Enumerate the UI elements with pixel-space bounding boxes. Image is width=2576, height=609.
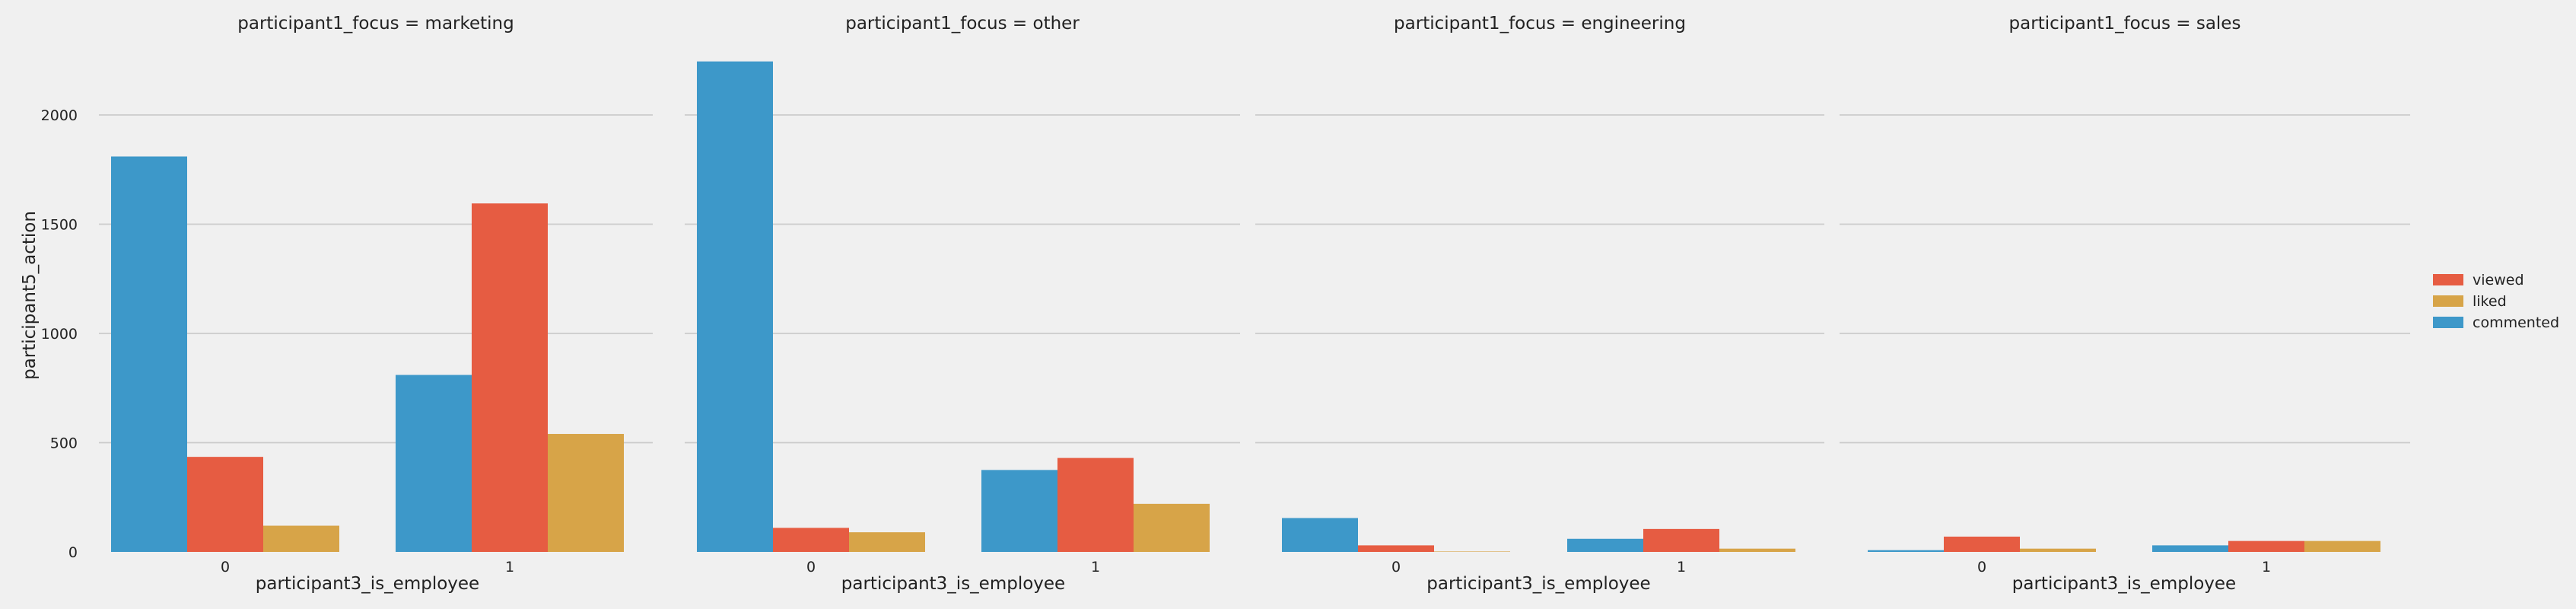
bar-liked-facet1-cat0 bbox=[849, 532, 925, 552]
bar-liked-facet3-cat0 bbox=[2020, 548, 2096, 552]
facet-title: participant1_focus = other bbox=[845, 14, 1080, 33]
legend-swatch-commented bbox=[2433, 317, 2463, 328]
bar-commented-facet2-cat0 bbox=[1282, 518, 1358, 552]
x-tick-label: 0 bbox=[1977, 559, 1986, 576]
x-tick-label: 0 bbox=[221, 559, 230, 576]
bar-liked-facet2-cat0 bbox=[1434, 551, 1510, 552]
bar-viewed-facet0-cat1 bbox=[472, 203, 548, 552]
bar-liked-facet1-cat1 bbox=[1134, 503, 1210, 552]
y-axis-label: participant5_action bbox=[20, 211, 40, 380]
bar-commented-facet3-cat0 bbox=[1868, 550, 1944, 552]
bar-liked-facet2-cat1 bbox=[1719, 548, 1795, 552]
y-tick-label: 2000 bbox=[41, 107, 78, 124]
legend-swatch-liked bbox=[2433, 295, 2463, 307]
x-tick-label: 1 bbox=[505, 559, 514, 576]
legend-swatch-viewed bbox=[2433, 274, 2463, 285]
bar-viewed-facet0-cat0 bbox=[187, 457, 263, 552]
bar-viewed-facet1-cat1 bbox=[1057, 458, 1134, 552]
legend-label-liked: liked bbox=[2473, 293, 2507, 310]
bar-viewed-facet2-cat1 bbox=[1643, 528, 1719, 552]
y-tick-label: 0 bbox=[68, 544, 78, 561]
bar-commented-facet2-cat1 bbox=[1567, 538, 1643, 552]
bar-commented-facet1-cat1 bbox=[981, 470, 1057, 552]
bar-commented-facet0-cat1 bbox=[396, 375, 472, 552]
y-tick-label: 1000 bbox=[41, 326, 78, 343]
bar-liked-facet0-cat0 bbox=[263, 525, 339, 552]
x-axis-label: participant3_is_employee bbox=[1426, 574, 1650, 594]
x-axis-label: participant3_is_employee bbox=[256, 574, 479, 594]
bar-viewed-facet3-cat0 bbox=[1944, 536, 2020, 552]
bar-liked-facet0-cat1 bbox=[548, 434, 624, 552]
facet-title: participant1_focus = engineering bbox=[1394, 14, 1686, 33]
x-tick-label: 1 bbox=[2262, 559, 2271, 576]
y-tick-label: 1500 bbox=[41, 217, 78, 234]
bar-commented-facet3-cat1 bbox=[2152, 545, 2228, 552]
legend-label-viewed: viewed bbox=[2473, 272, 2524, 289]
x-axis-label: participant3_is_employee bbox=[841, 574, 1065, 594]
x-tick-label: 1 bbox=[1091, 559, 1100, 576]
x-tick-label: 0 bbox=[1391, 559, 1401, 576]
bar-viewed-facet3-cat1 bbox=[2228, 540, 2304, 552]
bar-viewed-facet2-cat0 bbox=[1358, 545, 1434, 552]
facet-title: participant1_focus = sales bbox=[2009, 14, 2241, 33]
bar-liked-facet3-cat1 bbox=[2304, 540, 2380, 552]
bar-commented-facet1-cat0 bbox=[697, 61, 773, 552]
bar-commented-facet0-cat0 bbox=[111, 156, 187, 552]
legend-label-commented: commented bbox=[2473, 314, 2559, 331]
x-tick-label: 1 bbox=[1677, 559, 1686, 576]
y-tick-label: 500 bbox=[50, 435, 78, 452]
facet-title: participant1_focus = marketing bbox=[237, 14, 514, 33]
bar-viewed-facet1-cat0 bbox=[773, 528, 849, 552]
x-tick-label: 0 bbox=[806, 559, 816, 576]
x-axis-label: participant3_is_employee bbox=[2012, 574, 2236, 594]
